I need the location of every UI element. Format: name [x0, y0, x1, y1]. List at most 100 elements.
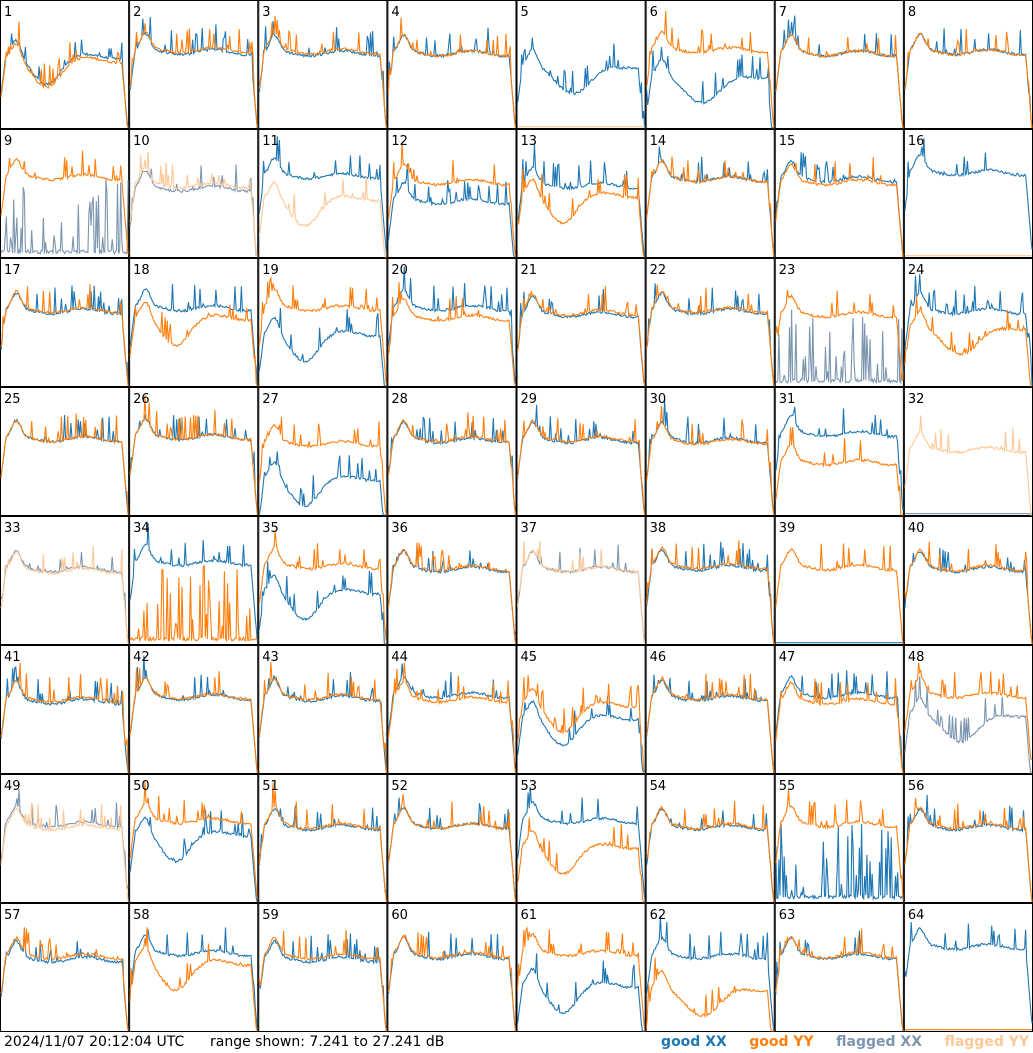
series-xx-line: [516, 37, 646, 129]
panel-31: 31: [774, 387, 904, 516]
panel-frame: [129, 774, 259, 903]
panel-frame: [645, 258, 775, 387]
panel-frame: [774, 645, 904, 774]
panel-label: 47: [779, 650, 796, 665]
series-xx-line: [258, 805, 387, 894]
panel-frame: [0, 516, 130, 645]
panel-label: 36: [391, 521, 408, 536]
panel-58: 58: [129, 903, 259, 1032]
series-xx-line: [0, 934, 129, 1030]
panel-16: 16: [903, 129, 1033, 258]
panel-label: 8: [908, 5, 916, 20]
series-xx-line: [258, 933, 387, 1032]
panel-frame: [645, 387, 775, 516]
panel-20: 20: [387, 258, 517, 387]
series-yy-line: [775, 789, 904, 902]
series-yy-line: [646, 800, 775, 903]
series-yy-line: [258, 176, 387, 258]
panel-label: 5: [521, 5, 529, 20]
panel-label: 25: [4, 392, 21, 407]
series-yy-line: [387, 662, 517, 774]
series-yy-line: [775, 289, 904, 381]
panel-label: 61: [521, 908, 538, 923]
series-yy-line: [646, 673, 775, 774]
series-yy-line: [387, 932, 517, 1032]
panel-50: 50: [129, 774, 259, 903]
panel-8: 8: [903, 0, 1033, 129]
panel-label: 55: [779, 779, 796, 794]
series-yy-line: [129, 301, 258, 387]
panel-22: 22: [645, 258, 775, 387]
series-xx-line: [129, 809, 258, 903]
panel-3: 3: [258, 0, 388, 129]
series-xx-line: [129, 164, 258, 257]
series-yy-line: [0, 150, 129, 255]
series-yy-line: [129, 668, 258, 774]
series-xx-line: [516, 144, 646, 258]
panel-25: 25: [0, 387, 130, 516]
panel-frame: [774, 903, 904, 1032]
panel-frame: [258, 0, 388, 129]
panel-36: 36: [387, 516, 517, 645]
panel-label: 37: [521, 521, 538, 536]
series-xx-line: [775, 406, 904, 511]
panel-label: 3: [262, 5, 270, 20]
panel-frame: [0, 903, 130, 1032]
panel-frame: [129, 387, 259, 516]
panel-label: 54: [650, 779, 667, 794]
panel-label: 6: [650, 5, 658, 20]
panel-56: 56: [903, 774, 1033, 903]
series-xx-line: [904, 676, 1032, 774]
series-yy-line: [775, 543, 904, 645]
series-yy-line: [775, 157, 904, 258]
panel-5: 5: [516, 0, 646, 129]
panel-4: 4: [387, 0, 517, 129]
series-yy-line: [775, 427, 903, 516]
panel-frame: [516, 774, 646, 903]
panel-label: 50: [133, 779, 150, 794]
series-yy-line: [0, 546, 129, 645]
panel-label: 49: [4, 779, 21, 794]
panel-54: 54: [645, 774, 775, 903]
panel-frame: [387, 774, 517, 903]
panel-label: 32: [908, 392, 925, 407]
panel-frame: [129, 258, 259, 387]
panel-2: 2: [129, 0, 259, 129]
panel-frame: [129, 129, 259, 258]
series-xx-line: [387, 266, 517, 386]
panel-35: 35: [258, 516, 388, 645]
series-yy-line: [0, 413, 129, 516]
series-xx-line: [258, 451, 387, 516]
panel-frame: [645, 774, 775, 903]
panel-27: 27: [258, 387, 388, 516]
series-xx-line: [775, 309, 904, 385]
panel-frame: [129, 645, 259, 774]
range-text: range shown: 7.241 to 27.241 dB: [210, 1034, 445, 1050]
panel-label: 63: [779, 908, 796, 923]
panel-frame: [516, 387, 646, 516]
panel-42: 42: [129, 645, 259, 774]
panel-label: 1: [4, 5, 12, 20]
panel-48: 48: [903, 645, 1033, 774]
panel-28: 28: [387, 387, 517, 516]
panel-57: 57: [0, 903, 130, 1032]
series-yy-line: [387, 141, 517, 258]
panel-label: 53: [521, 779, 538, 794]
panel-frame: [0, 387, 130, 516]
panel-label: 11: [262, 134, 279, 149]
legend-good-xx: good XX: [661, 1034, 727, 1050]
panel-frame: [645, 645, 775, 774]
panel-label: 20: [391, 263, 408, 278]
series-yy-line: [904, 415, 1032, 516]
panel-frame: [387, 0, 517, 129]
panel-frame: [387, 129, 517, 258]
panel-label: 28: [391, 392, 408, 407]
panel-frame: [129, 903, 259, 1032]
legend-good-yy: good YY: [749, 1034, 814, 1050]
panel-frame: [0, 645, 130, 774]
panel-label: 30: [650, 392, 667, 407]
panel-label: 26: [133, 392, 150, 407]
series-xx-line: [904, 138, 1033, 250]
panel-label: 41: [4, 650, 21, 665]
series-yy-line: [775, 928, 904, 1032]
